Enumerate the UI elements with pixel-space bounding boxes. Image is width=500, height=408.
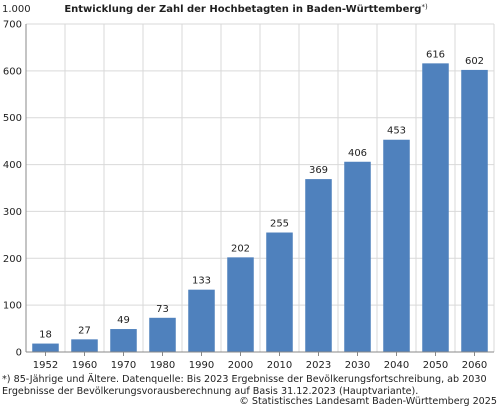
y-tick-label: 200 — [3, 254, 22, 265]
unit-label: 1.000 — [2, 4, 31, 15]
bar — [266, 232, 293, 352]
title-footnote-marker: *) — [421, 3, 428, 11]
bar — [110, 329, 137, 352]
data-label: 369 — [309, 165, 328, 176]
data-labels: 18 27 49 73 133 202 255 369 406 453 616 602 — [39, 49, 484, 340]
bar — [227, 257, 254, 352]
x-tick-label: 1980 — [150, 360, 175, 371]
bar — [383, 139, 410, 352]
bar — [71, 339, 98, 352]
x-tick-label: 2060 — [462, 360, 487, 371]
chart-title-text: Entwicklung der Zahl der Hochbetagten in… — [64, 4, 421, 15]
bars — [32, 63, 488, 353]
y-tick-label: 600 — [3, 66, 22, 77]
x-tick-label: 2010 — [267, 360, 292, 371]
y-tick-label: 100 — [3, 301, 22, 312]
footnote-line-2: Ergebnisse der Bevölkerungsvorausberechn… — [2, 386, 419, 397]
chart-title: Entwicklung der Zahl der Hochbetagten in… — [64, 3, 428, 15]
bar — [461, 69, 488, 353]
bar — [422, 63, 449, 353]
y-tick-label: 500 — [3, 113, 22, 124]
x-tick-label: 2023 — [306, 360, 331, 371]
data-label: 406 — [348, 148, 367, 159]
bar — [149, 317, 176, 352]
bar — [32, 343, 59, 352]
y-tick-label: 300 — [3, 207, 22, 218]
bar — [344, 161, 371, 352]
y-tick-label: 400 — [3, 160, 22, 171]
data-label: 49 — [117, 315, 130, 326]
bar — [305, 179, 332, 352]
data-label: 453 — [387, 126, 406, 137]
data-label: 616 — [426, 49, 445, 60]
x-tick-label: 2050 — [423, 360, 448, 371]
data-label: 202 — [231, 243, 250, 254]
data-label: 255 — [270, 219, 289, 230]
x-tick-label: 1970 — [111, 360, 136, 371]
y-tick-label: 700 — [3, 20, 22, 31]
data-label: 27 — [78, 325, 91, 336]
data-label: 133 — [192, 276, 211, 287]
x-tick-label: 2000 — [228, 360, 253, 371]
y-axis: 0 100 200 300 400 500 600 700 — [3, 20, 27, 359]
x-tick-label: 1990 — [189, 360, 214, 371]
bar-chart: 1.000 Entwicklung der Zahl der Hochbetag… — [2, 3, 495, 371]
grid-lines — [25, 23, 495, 353]
data-label: 18 — [39, 330, 52, 341]
x-tick-label: 1952 — [33, 360, 58, 371]
x-tick-label: 2040 — [384, 360, 409, 371]
bar — [188, 289, 215, 352]
x-tick-label: 1960 — [72, 360, 97, 371]
x-tick-label: 2030 — [345, 360, 370, 371]
source-credit: © Statistisches Landesamt Baden-Württemb… — [239, 396, 497, 407]
footnote-line-1: *) 85-Jährige und Ältere. Datenquelle: B… — [2, 374, 487, 385]
y-tick-label: 0 — [16, 348, 22, 359]
data-label: 73 — [156, 304, 169, 315]
data-label: 602 — [465, 56, 484, 67]
footnote: *) 85-Jährige und Ältere. Datenquelle: B… — [2, 374, 498, 398]
x-axis: 1952 1960 1970 1980 1990 2000 2010 2023 2030 2040… — [26, 351, 494, 371]
